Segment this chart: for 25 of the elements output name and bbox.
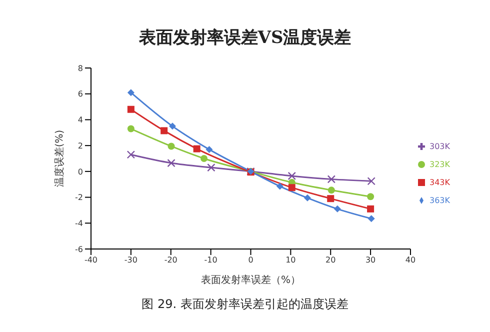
x-tick-label: 0	[248, 256, 254, 265]
y-tick-label: 0	[78, 167, 83, 176]
y-tick-label: -6	[75, 244, 83, 254]
y-tick-label: 6	[78, 90, 83, 99]
legend-label: 343K	[429, 178, 450, 187]
chart-title: 表面发射率误差VS温度误差	[138, 27, 352, 49]
x-tick-label: 30	[365, 256, 376, 265]
y-tick-label: -2	[75, 193, 83, 202]
x-tick-label: -10	[204, 256, 218, 265]
y-axis-title: 温度误差(%)	[54, 130, 66, 188]
x-tick-label: 10	[286, 256, 296, 265]
y-tick-label: 2	[78, 141, 83, 150]
legend-label: 363K	[429, 196, 450, 205]
x-tick-label: -40	[84, 256, 98, 265]
x-tick-label: -30	[124, 256, 138, 265]
x-tick-label: 40	[405, 256, 416, 265]
y-tick-label: 8	[78, 64, 83, 73]
y-tick-label: -4	[75, 218, 83, 228]
legend-label: 323K	[429, 160, 450, 169]
x-axis-title: 表面发射率误差（%）	[200, 274, 300, 286]
x-tick-label: 20	[326, 256, 336, 265]
y-tick-label: 4	[78, 116, 83, 125]
x-tick-label: -20	[164, 256, 178, 265]
caption: 图 29. 表面发射率误差引起的温度误差	[140, 296, 350, 313]
legend-label: 303K	[429, 142, 450, 151]
